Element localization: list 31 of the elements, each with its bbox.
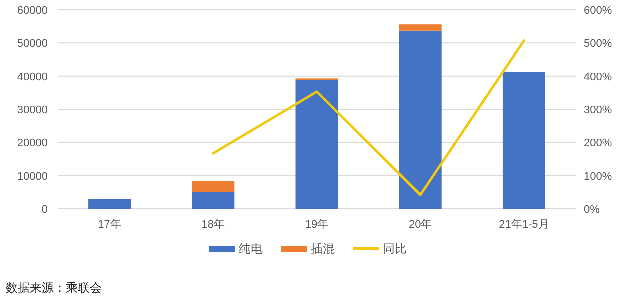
x-tick-label: 21年1-5月: [499, 219, 550, 231]
legend-label: 同比: [383, 242, 407, 256]
y2-tick-label: 300%: [584, 104, 612, 116]
y2-tick-label: 400%: [584, 71, 612, 84]
source-note: 数据来源：乘联会: [6, 281, 102, 295]
x-tick-label: 17年: [98, 219, 122, 231]
bar: [399, 30, 442, 209]
y-tick-label: 50000: [17, 38, 48, 50]
bar: [88, 199, 132, 209]
x-tick-label: 20年: [408, 219, 432, 231]
y2-tick-label: 100%: [584, 170, 612, 183]
y2-tick-label: 600%: [584, 5, 612, 17]
y-tick-label: 60000: [17, 5, 48, 17]
bar: [296, 80, 338, 209]
bar: [502, 72, 546, 209]
y-tick-label: 20000: [17, 138, 48, 150]
bar: [192, 181, 235, 192]
y2-tick-label: 200%: [584, 138, 612, 150]
bar: [399, 24, 442, 31]
y-tick-label: 0: [42, 204, 48, 216]
y2-tick-label: 0%: [584, 204, 600, 216]
y-tick-label: 30000: [17, 104, 48, 116]
legend-label: 纯电: [239, 242, 263, 256]
x-tick-label: 19年: [305, 219, 329, 231]
y2-tick-label: 500%: [584, 38, 612, 50]
bar: [192, 192, 235, 209]
y-tick-label: 40000: [17, 71, 48, 84]
y-tick-label: 10000: [17, 170, 48, 183]
legend-label: 插混: [311, 242, 335, 256]
x-tick-label: 18年: [202, 219, 226, 231]
line-series: [212, 40, 526, 196]
